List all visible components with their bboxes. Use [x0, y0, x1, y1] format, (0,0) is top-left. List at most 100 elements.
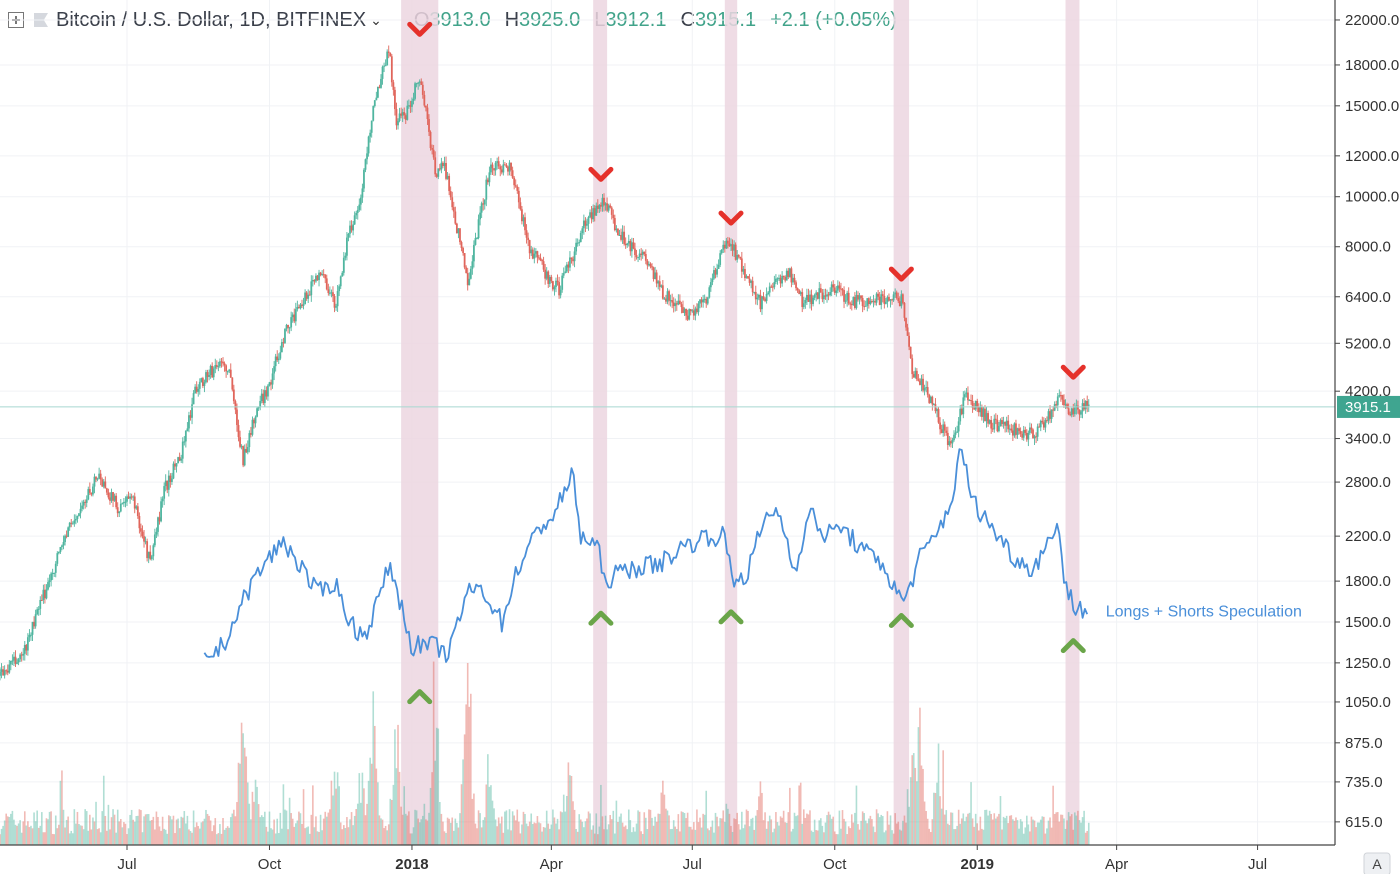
volume-bar — [462, 759, 464, 845]
candle-body — [759, 294, 762, 310]
volume-bar — [242, 733, 244, 845]
volume-bar — [813, 819, 816, 845]
volume-bar — [841, 810, 844, 845]
volume-bar — [829, 814, 831, 845]
volume-bar — [138, 809, 141, 845]
volume-bar — [521, 824, 523, 845]
volume-bar — [25, 825, 28, 845]
candle-body — [874, 300, 876, 303]
candle-body — [866, 298, 869, 306]
volume-bar — [714, 812, 717, 845]
volume-bar — [643, 812, 646, 845]
candle-body — [53, 572, 56, 574]
candle-body — [316, 275, 319, 281]
candle-body — [109, 497, 111, 501]
candle-body — [424, 105, 427, 108]
candle-body — [991, 428, 994, 430]
candle-body — [468, 278, 471, 286]
volume-bar — [925, 811, 927, 845]
volume-bar — [883, 832, 886, 845]
candle-body — [310, 281, 313, 296]
candle-body — [101, 479, 104, 487]
candle-body — [268, 382, 271, 386]
volume-bar — [937, 743, 940, 845]
volume-bar — [186, 815, 189, 845]
volume-bar — [578, 814, 581, 845]
candle-body — [756, 297, 759, 300]
candle-body — [993, 418, 996, 430]
candle-body — [435, 174, 438, 177]
candle-body — [564, 271, 567, 274]
volume-bar — [662, 780, 664, 845]
candle-body — [380, 78, 382, 88]
volume-bar — [541, 831, 543, 845]
candle-body — [864, 305, 867, 307]
volume-bar — [115, 832, 117, 845]
candle-body — [452, 207, 455, 212]
volume-bar — [1077, 810, 1079, 845]
volume-bar — [387, 824, 390, 845]
volume-bar — [1047, 820, 1050, 845]
candle-body — [818, 288, 821, 299]
candle-body — [208, 374, 210, 377]
candle-body — [197, 388, 200, 392]
volume-bar — [246, 782, 249, 845]
volume-bar — [45, 818, 48, 845]
volume-bar — [799, 782, 802, 845]
candle-body — [894, 292, 897, 295]
volume-bar — [1075, 815, 1078, 845]
bottom-marker-icon — [588, 610, 614, 626]
volume-bar — [373, 725, 376, 845]
candle-body — [293, 314, 296, 322]
x-tick-label: Jul — [117, 856, 136, 873]
candle-body — [122, 502, 125, 504]
candle-body — [54, 563, 57, 573]
candle-body — [79, 508, 82, 514]
candle-body — [609, 205, 612, 208]
speculation-label: Longs + Shorts Speculation — [1106, 603, 1302, 620]
candle-body — [804, 299, 807, 304]
candle-body — [299, 304, 302, 309]
volume-bar — [243, 747, 246, 845]
candle-body — [762, 296, 765, 299]
candle-body — [507, 167, 509, 172]
candle-body — [1039, 420, 1042, 428]
volume-bar — [109, 829, 111, 845]
candle-body — [383, 65, 385, 67]
volume-bar — [411, 833, 413, 845]
candle-body — [222, 361, 224, 364]
volume-bar — [1069, 816, 1071, 845]
candle-body — [336, 291, 339, 307]
candle-body — [508, 162, 511, 172]
candle-body — [810, 294, 813, 305]
volume-bar — [892, 833, 895, 845]
candle-body — [328, 292, 331, 294]
volume-bar — [686, 812, 689, 845]
candle-body — [443, 162, 446, 167]
candle-body — [490, 164, 492, 173]
volume-bar — [558, 829, 560, 845]
candle-body — [442, 162, 444, 167]
volume-bar — [473, 793, 475, 845]
volume-bar — [824, 822, 827, 845]
candle-body — [127, 496, 130, 499]
volume-bar — [67, 816, 69, 845]
candle-body — [654, 272, 657, 280]
candle-body — [678, 300, 681, 305]
volume-bar — [502, 832, 505, 845]
candle-body — [212, 368, 215, 378]
candle-body — [895, 292, 898, 299]
candle-body — [765, 294, 768, 301]
candle-body — [592, 208, 595, 220]
candle-body — [815, 292, 818, 296]
candle-body — [263, 390, 266, 404]
volume-bar — [71, 833, 74, 845]
candle-body — [401, 112, 404, 116]
candle-body — [902, 294, 904, 303]
highlight-band — [893, 0, 910, 845]
candle-body — [785, 270, 788, 281]
candle-body — [1087, 404, 1090, 406]
candle-body — [315, 275, 317, 282]
candle-body — [570, 257, 573, 260]
